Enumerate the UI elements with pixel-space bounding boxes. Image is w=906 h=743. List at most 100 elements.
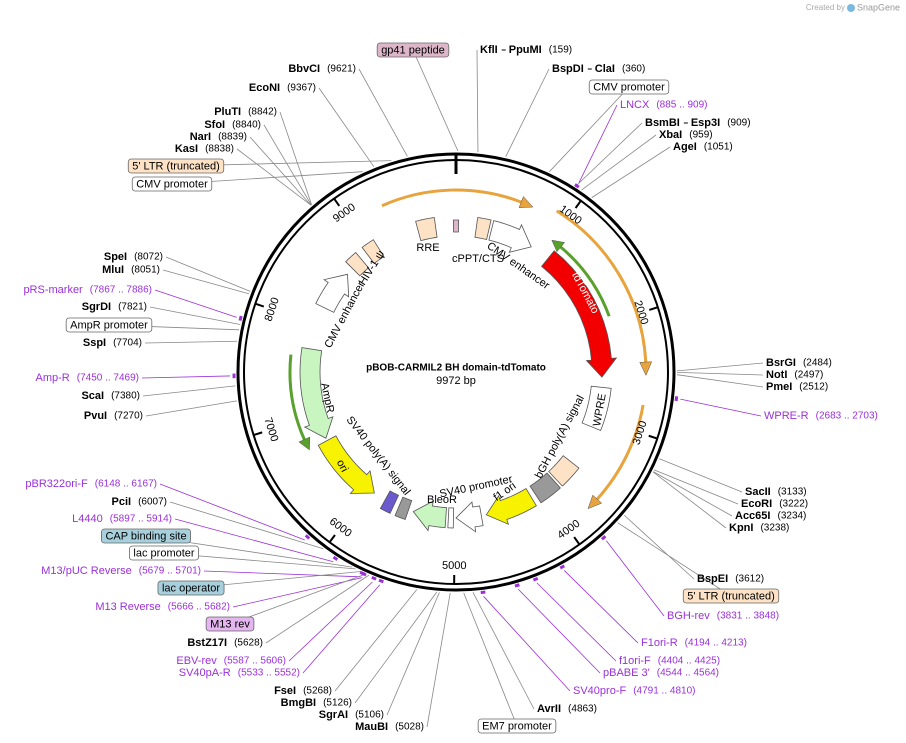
enzyme-location: (1051) (704, 142, 733, 153)
ruler-tick (573, 536, 581, 545)
enzyme-location: (5268) (303, 686, 332, 697)
leader-line (354, 591, 438, 704)
feature-label: 5' LTR (truncated) (132, 160, 219, 172)
leader-line (676, 374, 764, 388)
leader-line (149, 306, 241, 325)
leader-line (174, 518, 334, 563)
leader-line (358, 68, 408, 157)
plasmid-size: 9972 bp (436, 375, 476, 387)
feature-label-box (129, 545, 199, 561)
leader-line (288, 581, 373, 662)
map-feature-label: RRE (416, 242, 439, 254)
enzyme-location: (3612) (735, 574, 764, 585)
ruler-tick (648, 434, 658, 440)
leader-line (578, 104, 618, 183)
enzyme-location: (4863) (568, 704, 597, 715)
ruler-tick (328, 534, 336, 543)
feature-label-box (205, 616, 255, 632)
primer-mark (304, 534, 311, 540)
enzyme-name: PciI (112, 496, 132, 508)
primer-name: Amp-R (36, 372, 70, 384)
leader-line (162, 269, 250, 295)
feature-arc-head (551, 239, 566, 253)
leader-line (659, 458, 743, 493)
feature-label: lac promoter (133, 547, 194, 559)
primer-name: EBV-rev (176, 655, 217, 667)
enzyme-name: FseI (274, 685, 296, 697)
leader-line (624, 514, 695, 580)
enzyme-name: PpuMI (509, 44, 542, 56)
enzyme-name: XbaI (659, 129, 682, 141)
enzyme-name: BsmBI (645, 117, 680, 129)
feature-arc (596, 404, 645, 501)
leader-line (318, 87, 375, 168)
primer-name: BGH-rev (667, 610, 710, 622)
primer-location: (4544 .. 4564) (657, 668, 719, 679)
leader-line (249, 136, 312, 206)
primer-location: (5897 .. 5914) (110, 514, 172, 525)
primer-name: M13 Reverse (95, 601, 160, 613)
enzyme-name: NotI (766, 369, 787, 381)
enzyme-location: (3234) (777, 511, 806, 522)
feature-label: AmpR promoter (70, 319, 148, 331)
enzyme-location: (159) (549, 45, 572, 56)
enzyme-location: (2497) (794, 370, 823, 381)
leader-line (145, 400, 237, 417)
ruler-label: 3000 (631, 419, 650, 446)
primer-name: f1ori-F (619, 655, 651, 667)
primer-location: (4194 .. 4213) (685, 638, 747, 649)
enzyme-location: (3238) (760, 523, 789, 534)
leader-line (549, 86, 630, 172)
feature-label-box (157, 580, 225, 596)
leader-line (472, 592, 535, 710)
ruler-label: 2000 (631, 299, 650, 326)
leader-line (483, 596, 571, 692)
primer-name: LNCX (620, 99, 650, 111)
credit-prefix: Created by (806, 3, 845, 12)
enzyme-location: (6007) (138, 497, 167, 508)
enzyme-name: ScaI (81, 390, 104, 402)
enzyme-name: EcoNI (249, 82, 280, 94)
primer-location: (2683 .. 2703) (816, 411, 878, 422)
enzyme-location: (7380) (111, 391, 140, 402)
primer-mark (514, 583, 520, 588)
feature-label-box (477, 718, 557, 734)
enzyme-location: (7270) (114, 411, 143, 422)
enzyme-location: (909) (727, 118, 750, 129)
primer-location: (5533 .. 5552) (238, 668, 300, 679)
feature-shape (361, 239, 385, 264)
ruler-tick (648, 306, 659, 311)
feature-shape (455, 501, 484, 533)
leader-line (676, 371, 764, 376)
enzyme-location: (8051) (131, 265, 160, 276)
ruler-label: 6000 (327, 516, 354, 540)
leader-line (463, 592, 518, 727)
enzyme-location: (3222) (779, 499, 808, 510)
primer-name: M13/pUC Reverse (41, 565, 131, 577)
feature-label-box (682, 588, 780, 604)
leader-line (652, 471, 727, 529)
leader-line (279, 111, 312, 205)
feature-label-box (376, 42, 450, 58)
enzyme-name: BspEI (697, 573, 728, 585)
primer-location: (7450 .. 7469) (77, 373, 139, 384)
primer-location: (5587 .. 5606) (224, 656, 286, 667)
leader-line (265, 574, 370, 644)
primer-mark (674, 396, 679, 402)
leader-line (141, 375, 231, 379)
enzyme-location: (9621) (327, 64, 356, 75)
leader-line (154, 289, 237, 318)
feature-shape (488, 220, 532, 253)
leader-line (476, 49, 479, 153)
feature-label: 5' LTR (truncated) (687, 590, 774, 602)
leader-line (229, 573, 367, 625)
leader-line (606, 540, 665, 617)
leader-line (302, 584, 381, 674)
leader-line (165, 256, 251, 292)
enzyme-location: (8072) (134, 252, 163, 263)
feature-arc (381, 188, 522, 208)
primer-name: pRS-marker (23, 284, 83, 296)
feature-shape (447, 507, 455, 529)
primer-mark (559, 564, 566, 570)
